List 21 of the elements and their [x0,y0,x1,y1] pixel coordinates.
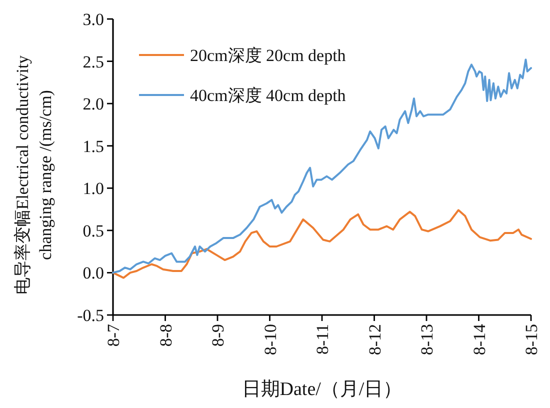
y-tick-label: 3.0 [82,10,104,28]
y-tick-label: 0.0 [82,263,104,282]
y-axis-title: 电导率变幅Electrical conductivity changing range /(ms/cm) [12,54,54,295]
y-tick-label: -0.5 [77,306,104,324]
legend-label: 20cm深度 20cm depth [190,46,346,64]
x-tick-label: 8-11 [312,324,332,355]
x-tick-label: 8-14 [469,324,488,356]
y-tick-label: 2.5 [82,52,104,71]
legend-label: 40cm深度 40cm depth [190,86,346,104]
x-tick-label: 8-10 [260,324,280,356]
x-tick-label: 8-15 [522,324,540,356]
x-tick-label: 8-9 [208,324,227,347]
y-tick-label: 0.5 [82,220,104,240]
x-tick-label: 8-7 [104,324,122,347]
x-tick-label: 8-13 [417,324,436,356]
y-tick-label: 2.0 [82,94,104,114]
x-tick-label: 8-8 [156,324,175,347]
x-tick-label: 8-12 [364,324,384,356]
y-tick-label: 1.5 [82,136,104,156]
y-tick-label: 1.0 [82,178,104,198]
x-axis-title: 日期Date/（月/日） [242,378,402,400]
